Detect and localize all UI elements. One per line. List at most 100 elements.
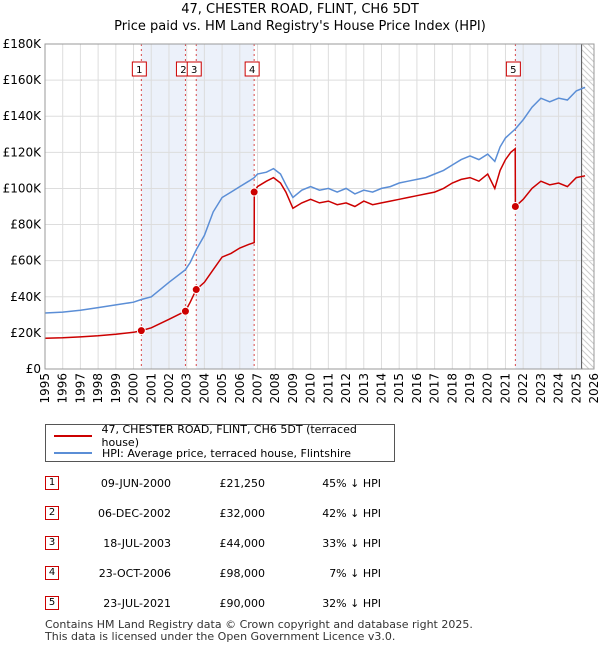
chart-subtitle: Price paid vs. HM Land Registry's House … xyxy=(114,19,486,34)
sale-marker-badge: 1 xyxy=(45,476,59,490)
sale-period-shade xyxy=(141,44,186,369)
sale-marker-box xyxy=(244,61,260,77)
sale-price: £90,000 xyxy=(219,597,266,610)
forecast-hatch xyxy=(581,277,595,291)
forecast-hatch xyxy=(581,241,595,255)
forecast-hatch xyxy=(581,163,595,177)
y-tick-label: £60K xyxy=(10,254,42,268)
legend-item-property: 47, CHESTER ROAD, FLINT, CH6 5DT (terrac… xyxy=(54,423,394,449)
forecast-hatch xyxy=(581,67,595,81)
forecast-hatch xyxy=(581,313,595,327)
footer-copyright: Contains HM Land Registry data © Crown c… xyxy=(45,618,473,631)
forecast-hatch xyxy=(581,343,595,357)
forecast-hatch xyxy=(581,91,595,105)
forecast-hatch xyxy=(581,235,595,249)
table-row: 3 18-JUL-2003 £44,000 33% ↓ HPI xyxy=(45,534,465,554)
sale-hpi-diff: 32% ↓ HPI xyxy=(322,597,381,610)
forecast-hatch xyxy=(581,181,595,195)
x-tick-label: 2018 xyxy=(445,373,459,404)
footer-licence: This data is licensed under the Open Gov… xyxy=(45,630,396,643)
forecast-hatch xyxy=(581,295,595,309)
x-tick-label: 2026 xyxy=(587,373,600,404)
sale-date: 18-JUL-2003 xyxy=(103,537,171,550)
sale-period-shade xyxy=(515,44,582,369)
x-tick-label: 2012 xyxy=(339,373,353,404)
x-tick-label: 2015 xyxy=(392,373,406,404)
forecast-hatch xyxy=(581,259,595,273)
sale-marker-number: 1 xyxy=(136,65,142,76)
table-row: 1 09-JUN-2000 £21,250 45% ↓ HPI xyxy=(45,474,465,494)
y-tick-label: £100K xyxy=(3,181,43,195)
x-tick-label: 2000 xyxy=(127,373,141,404)
legend-label-property: 47, CHESTER ROAD, FLINT, CH6 5DT (terrac… xyxy=(101,423,357,449)
sale-price: £21,250 xyxy=(219,477,266,490)
forecast-hatch xyxy=(581,79,595,93)
sale-marker-box xyxy=(186,61,202,77)
chart-title: 47, CHESTER ROAD, FLINT, CH6 5DT xyxy=(181,2,419,17)
x-tick-label: 2010 xyxy=(304,373,318,404)
forecast-hatch xyxy=(581,139,595,153)
forecast-hatch xyxy=(581,151,595,165)
y-tick-label: £40K xyxy=(10,290,42,304)
legend-item-hpi: HPI: Average price, terraced house, Flin… xyxy=(54,445,351,461)
x-tick-label: 1997 xyxy=(73,373,87,404)
forecast-hatch xyxy=(581,349,595,363)
x-tick-label: 2001 xyxy=(144,373,158,404)
sale-date: 23-JUL-2021 xyxy=(103,597,171,610)
legend: 47, CHESTER ROAD, FLINT, CH6 5DT (terrac… xyxy=(45,423,395,462)
x-tick-label: 2014 xyxy=(374,373,388,404)
forecast-hatch xyxy=(581,187,595,201)
table-row: 4 23-OCT-2006 £98,000 7% ↓ HPI xyxy=(45,564,465,584)
x-tick-label: 2007 xyxy=(251,373,265,404)
sale-marker-number: 2 xyxy=(180,65,186,76)
forecast-hatch xyxy=(581,301,595,315)
x-tick-label: 2013 xyxy=(357,373,371,404)
sale-marker-box xyxy=(131,61,147,77)
sale-price: £32,000 xyxy=(219,507,266,520)
forecast-hatch xyxy=(587,43,595,51)
forecast-hatch xyxy=(581,223,595,237)
sale-marker-number: 3 xyxy=(191,65,197,76)
forecast-hatch xyxy=(581,337,595,351)
x-tick-label: 2017 xyxy=(428,373,442,404)
forecast-hatch xyxy=(581,49,595,63)
sale-date: 09-JUN-2000 xyxy=(100,477,171,490)
forecast-hatch xyxy=(581,325,595,339)
y-tick-label: £140K xyxy=(3,109,43,123)
forecast-hatch xyxy=(581,103,595,117)
sale-point xyxy=(249,187,259,197)
plot-border xyxy=(44,43,595,370)
forecast-hatch xyxy=(581,97,595,111)
sale-marker-number: 5 xyxy=(510,65,516,76)
x-tick-label: 2021 xyxy=(498,373,512,404)
legend-swatch-property xyxy=(54,435,92,437)
sale-hpi-diff: 33% ↓ HPI xyxy=(322,537,381,550)
legend-swatch-hpi xyxy=(54,452,92,454)
y-tick-label: £160K xyxy=(3,73,43,87)
sale-hpi-diff: 45% ↓ HPI xyxy=(322,477,381,490)
forecast-hatch xyxy=(581,331,595,345)
forecast-hatch xyxy=(581,283,595,297)
y-tick-label: £180K xyxy=(3,37,43,51)
x-tick-label: 2002 xyxy=(162,373,176,404)
forecast-hatch xyxy=(581,199,595,213)
sale-period-shade xyxy=(196,44,255,369)
forecast-hatch xyxy=(581,307,595,321)
hpi-line xyxy=(44,86,586,314)
x-tick-label: 2004 xyxy=(197,373,211,404)
x-tick-label: 2006 xyxy=(233,373,247,404)
x-tick-label: 2023 xyxy=(534,373,548,404)
x-tick-label: 2009 xyxy=(286,373,300,404)
forecast-hatch xyxy=(581,229,595,243)
forecast-hatch xyxy=(581,205,595,219)
x-tick-label: 1996 xyxy=(56,373,70,404)
forecast-hatch xyxy=(581,145,595,159)
sale-marker-badge: 3 xyxy=(45,536,59,550)
forecast-hatch xyxy=(581,169,595,183)
forecast-hatch xyxy=(581,289,595,303)
forecast-hatch xyxy=(581,271,595,285)
x-tick-label: 2011 xyxy=(321,373,335,404)
y-tick-label: £20K xyxy=(10,326,42,340)
x-tick-label: 1999 xyxy=(109,373,123,404)
x-tick-label: 2003 xyxy=(180,373,194,404)
